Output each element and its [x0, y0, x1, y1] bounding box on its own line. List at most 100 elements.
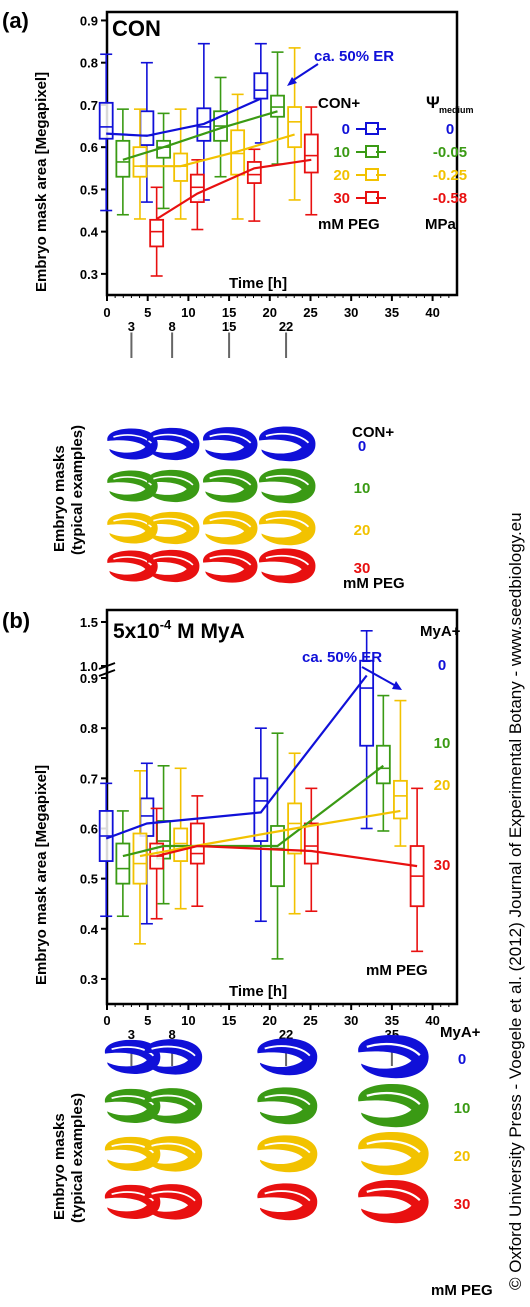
x-tick-label: 35	[385, 305, 399, 320]
box-0-t22	[253, 42, 269, 144]
panel-b-xlabel: Time [h]	[229, 983, 287, 1000]
mask-body	[257, 1183, 318, 1221]
mask-row-label-10: 10	[354, 480, 371, 497]
y-tick-label: 0.5	[80, 182, 98, 197]
mask-fold	[153, 433, 194, 444]
panel-b-frame	[105, 608, 459, 1006]
y-tick-label: 0.7	[80, 98, 98, 113]
box-iqr	[139, 110, 155, 146]
panel-b-masks-header: MyA+	[440, 1024, 481, 1041]
mask-fold	[265, 516, 310, 528]
legend-level-20: 20	[333, 167, 350, 184]
y-tick-label: 0.4	[80, 922, 99, 937]
box-20-t8	[173, 767, 189, 910]
mask-fold	[264, 1142, 311, 1154]
box-iqr	[270, 825, 285, 888]
panel-b-title: 5x10-4 M MyA	[113, 617, 245, 643]
mask-fold	[264, 1094, 311, 1106]
box-iqr	[393, 779, 408, 820]
side-credit: © Oxford University Press - Voegele et a…	[506, 512, 525, 1290]
box-iqr	[303, 133, 319, 174]
mask-body	[358, 1083, 429, 1128]
box-0-t8	[139, 61, 155, 203]
mask-fold	[153, 555, 194, 566]
box-30-t3	[149, 807, 165, 920]
mask-fold	[265, 554, 310, 566]
mask-fold	[151, 1094, 196, 1106]
mask-row-label-0: 0	[358, 438, 366, 455]
box-iqr	[173, 827, 189, 862]
mask-fold	[111, 1095, 155, 1106]
mask-fold	[209, 475, 252, 486]
x-tick-label: 40	[425, 1013, 439, 1028]
mask-body	[358, 1034, 429, 1079]
box-30-t8	[189, 795, 205, 908]
panel-a-masks-header: CON+	[352, 424, 394, 441]
box-iqr	[189, 822, 205, 865]
x-tick-label: 40	[425, 305, 439, 320]
panel-b-annotation: ca. 50% ER	[302, 649, 382, 666]
panel-a-legend-header: CON+	[318, 95, 360, 112]
box-20-t22	[287, 47, 303, 201]
box-10-t35	[375, 694, 391, 832]
embryo-mask-30-t3	[107, 550, 158, 582]
mask-body	[203, 427, 258, 461]
box-iqr	[287, 106, 303, 149]
mask-body	[203, 549, 258, 583]
embryo-mask-20-t35	[358, 1131, 429, 1176]
x-tick-label: 15	[222, 1013, 236, 1028]
embryo-mask-30-t15	[203, 549, 258, 583]
mask-body	[358, 1131, 429, 1176]
embryo-mask-10-t22	[259, 468, 316, 504]
mask-body	[257, 1087, 318, 1125]
legend-psi-10: -0.05	[433, 144, 467, 161]
legend-level-20: 20	[434, 777, 451, 794]
embryo-mask-30-t8	[146, 549, 200, 583]
embryo-mask-30-t22	[257, 1183, 318, 1221]
mask-fold	[113, 434, 152, 444]
x-tick-label: 20	[263, 305, 277, 320]
panel-b-x-ticks: 0 5 10 15 20 25 30 35 403 8 22 35	[103, 1004, 450, 1066]
mask-fold	[366, 1139, 421, 1154]
embryo-mask-10-t35	[358, 1083, 429, 1128]
box-10-t3	[115, 810, 131, 918]
axis-break-mark-lower	[98, 669, 116, 677]
box-iqr	[132, 832, 148, 885]
box-iqr	[115, 842, 131, 885]
panel-a: (a) CON Embryo mask area [Megapixel] Tim…	[2, 8, 474, 358]
embryo-mask-20-t15	[203, 511, 258, 545]
box-20-t15	[230, 93, 246, 220]
panel-a-masks: Embryo masks (typical examples) CON+ 0 10…	[51, 424, 405, 592]
x-tick-label: 20	[263, 1013, 277, 1028]
panel-b: (b) 5x10-4 M MyA Embryo mask area [Megap…	[2, 608, 461, 1066]
box-10-t22	[270, 51, 285, 165]
box-iqr	[375, 744, 391, 785]
mask-fold	[151, 1190, 196, 1202]
panel-b-masks: Embryo masks (typical examples) MyA+ 0 10…	[51, 1024, 493, 1299]
mask-body	[259, 510, 316, 546]
legend-level-10: 10	[333, 144, 350, 161]
panel-b-annotation-arrow	[361, 666, 397, 687]
box-iqr	[189, 173, 205, 203]
panel-b-mask-grid: 0 10 20 30	[104, 1034, 471, 1224]
panel-a-annotation: ca. 50% ER	[314, 48, 394, 65]
x-tick-label: 30	[344, 1013, 358, 1028]
mask-fold	[111, 1046, 155, 1057]
mask-body	[107, 512, 158, 544]
mask-fold	[153, 517, 194, 528]
mask-fold	[111, 1143, 155, 1154]
mask-fold	[209, 555, 252, 566]
x-tick-label: 10	[181, 305, 195, 320]
x-tick-label: 5	[144, 305, 151, 320]
box-30-t22	[303, 106, 319, 216]
mask-fold	[113, 476, 152, 486]
panel-b-masks-label-1: Embryo masks	[51, 1113, 68, 1220]
mask-row-label-30: 30	[354, 560, 371, 577]
x-tick-label: 0	[103, 305, 110, 320]
sample-time-label: 8	[168, 319, 175, 334]
legend-level-10: 10	[434, 735, 451, 752]
mask-body	[358, 1179, 429, 1224]
embryo-mask-0-t8	[146, 427, 200, 461]
panel-b-masks-unit: mM PEG	[431, 1282, 493, 1299]
mask-row-label-20: 20	[454, 1148, 471, 1165]
